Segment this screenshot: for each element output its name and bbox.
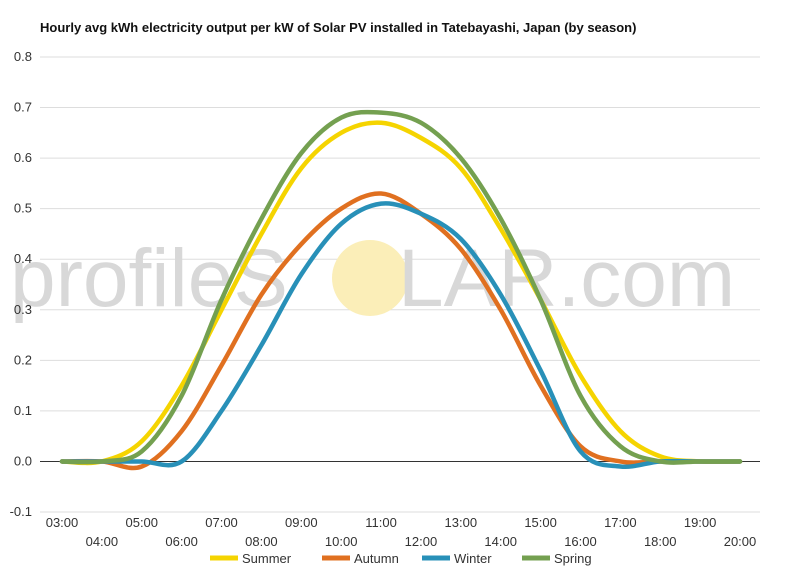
series-line-winter <box>59 201 743 470</box>
x-tick-label: 03:00 <box>46 515 79 530</box>
x-tick-label: 11:00 <box>365 515 397 530</box>
x-tick-label: 04:00 <box>86 534 119 549</box>
x-tick-label: 12:00 <box>405 534 438 549</box>
legend: Summer Autumn Winter Spring <box>210 551 592 566</box>
legend-label-spring: Spring <box>554 551 592 566</box>
x-tick-label: 15:00 <box>524 515 557 530</box>
x-tick-label: 09:00 <box>285 515 318 530</box>
x-tick-label: 05:00 <box>125 515 158 530</box>
x-tick-label: 14:00 <box>484 534 517 549</box>
x-tick-label: 16:00 <box>564 534 597 549</box>
chart-title: Hourly avg kWh electricity output per kW… <box>40 20 637 35</box>
y-tick-label: 0.3 <box>14 302 32 317</box>
x-tick-label: 08:00 <box>245 534 278 549</box>
y-tick-label: 0.4 <box>14 251 32 266</box>
x-tick-label: 19:00 <box>684 515 717 530</box>
x-tick-label: 18:00 <box>644 534 677 549</box>
watermark-text-left: profileS <box>10 233 288 324</box>
x-tick-label: 07:00 <box>205 515 238 530</box>
x-tick-label: 17:00 <box>604 515 637 530</box>
watermark: profileS LAR.com <box>10 233 735 324</box>
y-tick-label: 0.7 <box>14 100 32 115</box>
watermark-sun <box>332 240 408 316</box>
x-tick-label: 13:00 <box>445 515 478 530</box>
watermark-text-right: LAR.com <box>398 233 735 324</box>
series-line-autumn <box>59 191 743 471</box>
y-tick-label: 0.6 <box>14 150 32 165</box>
y-axis-ticks: 0.8 0.7 0.6 0.5 0.4 0.3 0.2 0.1 0.0 -0.1 <box>10 49 32 519</box>
y-tick-label: 0.8 <box>14 49 32 64</box>
y-tick-label: 0.0 <box>14 453 32 468</box>
y-tick-label: 0.1 <box>14 403 32 418</box>
y-tick-label: 0.2 <box>14 352 32 367</box>
series-line-summer <box>59 120 743 466</box>
x-tick-label: 10:00 <box>325 534 358 549</box>
series-lines <box>59 109 743 471</box>
x-axis-ticks: 03:00 04:00 05:00 06:00 07:00 08:00 09:00 10:00… <box>46 515 757 549</box>
legend-label-autumn: Autumn <box>354 551 399 566</box>
series-line-spring <box>59 109 743 465</box>
y-tick-label: -0.1 <box>10 504 32 519</box>
legend-label-winter: Winter <box>454 551 492 566</box>
x-tick-label: 20:00 <box>724 534 757 549</box>
legend-label-summer: Summer <box>242 551 292 566</box>
y-tick-label: 0.5 <box>14 201 32 216</box>
x-tick-label: 06:00 <box>165 534 198 549</box>
